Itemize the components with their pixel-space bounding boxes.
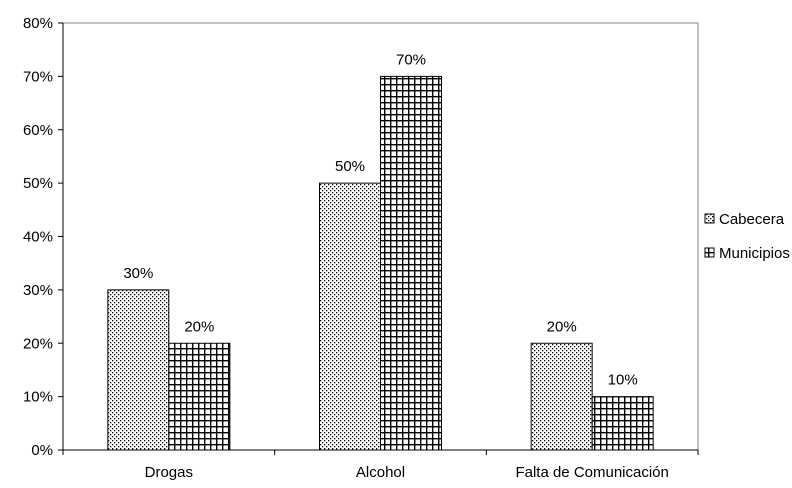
bar-municipios-0 <box>169 343 230 450</box>
legend: Cabecera Municipios <box>705 211 790 262</box>
x-axis: Drogas Alcohol Falta de Comunicación <box>63 450 698 481</box>
y-tick-label: 30% <box>23 282 53 299</box>
y-tick-label: 10% <box>23 389 53 406</box>
y-tick-label: 70% <box>23 68 53 85</box>
legend-label: Cabecera <box>719 211 785 228</box>
y-tick-label: 50% <box>23 175 53 192</box>
bar-cabecera-2 <box>531 343 592 450</box>
y-tick-label: 20% <box>23 335 53 352</box>
bars <box>108 76 653 450</box>
bar-data-label: 10% <box>608 372 638 389</box>
bar-municipios-2 <box>592 397 653 450</box>
y-axis: 0% 10% 20% 30% 40% 50% 60% 70% 80% <box>23 15 63 459</box>
y-tick-label: 60% <box>23 122 53 139</box>
bar-cabecera-1 <box>320 183 381 450</box>
x-tick-label: Alcohol <box>356 464 405 481</box>
x-tick-label: Drogas <box>145 464 193 481</box>
x-tick-label: Falta de Comunicación <box>515 464 668 481</box>
bar-municipios-1 <box>381 76 442 450</box>
bar-cabecera-0 <box>108 290 169 450</box>
y-tick-label: 0% <box>31 442 53 459</box>
bar-data-label: 20% <box>184 318 214 335</box>
bar-data-label: 50% <box>335 158 365 175</box>
legend-label: Municipios <box>719 245 790 262</box>
y-tick-label: 80% <box>23 15 53 32</box>
y-tick-label: 40% <box>23 229 53 246</box>
legend-swatch-municipios <box>705 248 714 257</box>
bar-data-label: 30% <box>123 265 153 282</box>
legend-swatch-cabecera <box>705 214 714 223</box>
bar-data-label: 70% <box>396 51 426 68</box>
bar-data-label: 20% <box>547 318 577 335</box>
